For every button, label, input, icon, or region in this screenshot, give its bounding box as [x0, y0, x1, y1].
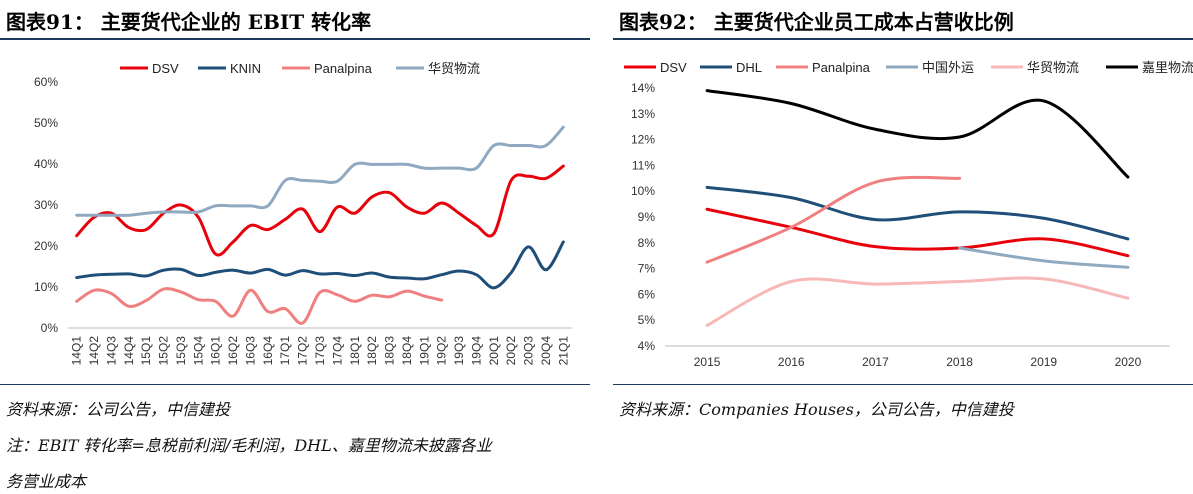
series-line-DSV — [75, 164, 565, 257]
x-tick-label: 16Q1 — [209, 336, 223, 366]
x-tick-label: 14Q1 — [70, 336, 84, 366]
y-tick-label: 5% — [638, 313, 656, 327]
y-tick-label: 6% — [638, 287, 656, 301]
y-tick-label: 0% — [41, 321, 59, 335]
title-rule — [613, 38, 1193, 40]
y-tick-label: 30% — [34, 198, 58, 212]
title-rule — [0, 38, 590, 40]
series-line-Panalpina — [705, 175, 962, 264]
x-tick-label: 20Q1 — [487, 336, 501, 366]
x-tick-label: 19Q4 — [469, 336, 483, 366]
y-tick-label: 40% — [34, 157, 58, 171]
x-tick-label: 2016 — [778, 355, 805, 369]
x-tick-label: 14Q3 — [104, 336, 118, 366]
x-tick-label: 18Q4 — [400, 336, 414, 366]
right-figure-panel: 图表92： 主要货代企业员工成本占营收比例 4% 5% 6% 7% 8% 9% 10% 11%… — [613, 0, 1193, 494]
x-tick-label: 18Q3 — [383, 336, 397, 366]
x-tick-label: 2015 — [694, 355, 721, 369]
x-tick-label: 16Q4 — [261, 336, 275, 366]
legend-label: 华贸物流 — [1027, 60, 1079, 75]
x-tick-label: 2017 — [862, 355, 889, 369]
source-note: 资料来源：Companies Houses，公司公告，中信建投 — [619, 400, 1014, 419]
x-tick-label: 17Q4 — [330, 336, 344, 366]
x-tick-label: 21Q1 — [556, 336, 570, 366]
legend-label: DSV — [152, 61, 179, 76]
source-rule — [613, 384, 1193, 385]
series-line-华贸物流 — [705, 276, 1130, 327]
left-figure-panel: 图表91： 主要货代企业的 EBIT 转化率 0% 10% 20% 30% 40% 50%… — [0, 0, 590, 494]
x-tick-label: 19Q3 — [452, 336, 466, 366]
y-tick-label: 10% — [631, 184, 655, 198]
x-tick-label: 2018 — [946, 355, 973, 369]
series-line-华贸物流 — [75, 125, 565, 217]
y-tick-label: 13% — [631, 107, 655, 121]
x-tick-label: 16Q3 — [243, 336, 257, 366]
series-line-KNIN — [75, 240, 565, 290]
footnote-line-2: 务营业成本 — [6, 472, 87, 491]
series-line-DSV — [705, 207, 1130, 258]
y-tick-label: 50% — [34, 116, 58, 130]
x-tick-label: 2019 — [1030, 355, 1057, 369]
legend-label: 中国外运 — [922, 60, 974, 75]
x-tick-label: 17Q2 — [296, 336, 310, 366]
x-tick-label: 16Q2 — [226, 336, 240, 366]
x-tick-label: 18Q1 — [348, 336, 362, 366]
ebit-conversion-line-chart: 0% 10% 20% 30% 40% 50% 60% 14Q1 14Q2 14Q3 14Q4 15Q1… — [34, 61, 572, 366]
x-tick-label: 14Q4 — [122, 336, 136, 366]
x-tick-label: 2020 — [1115, 355, 1142, 369]
y-tick-label: 20% — [34, 239, 58, 253]
x-tick-label: 19Q1 — [417, 336, 431, 366]
x-tick-label: 17Q1 — [278, 336, 292, 366]
x-tick-label: 20Q2 — [504, 336, 518, 366]
x-tick-label: 15Q3 — [174, 336, 188, 366]
footnote-line-1: 注：EBIT 转化率=息税前利润/毛利润，DHL、嘉里物流未披露各业 — [6, 436, 492, 455]
series-line-中国外运 — [958, 246, 1130, 269]
x-tick-label: 14Q2 — [87, 336, 101, 366]
source-note: 资料来源：公司公告，中信建投 — [6, 400, 231, 419]
figure-title: 图表92： 主要货代企业员工成本占营收比例 — [619, 10, 1014, 34]
figure-title: 图表91： 主要货代企业的 EBIT 转化率 — [6, 10, 372, 34]
x-tick-label: 18Q2 — [365, 336, 379, 366]
y-tick-label: 14% — [631, 81, 655, 95]
series-line-嘉里物流 — [705, 89, 1130, 179]
legend-label: KNIN — [230, 61, 261, 76]
legend-label: 嘉里物流 — [1142, 60, 1193, 75]
x-tick-label: 15Q2 — [157, 336, 171, 366]
staff-cost-ratio-line-chart: 4% 5% 6% 7% 8% 9% 10% 11% 12% 13% 14% 2015 2016 2017 2… — [624, 60, 1193, 369]
x-tick-label: 15Q1 — [139, 336, 153, 366]
x-tick-label: 17Q3 — [313, 336, 327, 366]
y-tick-label: 11% — [632, 158, 655, 172]
legend-label: DHL — [736, 60, 762, 75]
legend-label: Panalpina — [812, 60, 871, 75]
source-rule — [0, 384, 590, 385]
legend-label: 华贸物流 — [428, 61, 480, 76]
series-line-Panalpina — [75, 287, 444, 325]
x-tick-label: 20Q4 — [539, 336, 553, 366]
x-tick-label: 20Q3 — [522, 336, 536, 366]
y-tick-label: 10% — [34, 280, 58, 294]
series-line-DHL — [705, 185, 1130, 241]
legend-label: DSV — [660, 60, 687, 75]
legend-label: Panalpina — [314, 61, 373, 76]
y-tick-label: 9% — [638, 210, 656, 224]
y-tick-label: 7% — [638, 262, 656, 276]
y-tick-label: 4% — [638, 339, 656, 353]
x-tick-label: 15Q4 — [191, 336, 205, 366]
y-tick-label: 8% — [638, 236, 656, 250]
y-tick-label: 12% — [631, 133, 655, 147]
x-tick-label: 19Q2 — [435, 336, 449, 366]
y-tick-label: 60% — [34, 75, 58, 89]
